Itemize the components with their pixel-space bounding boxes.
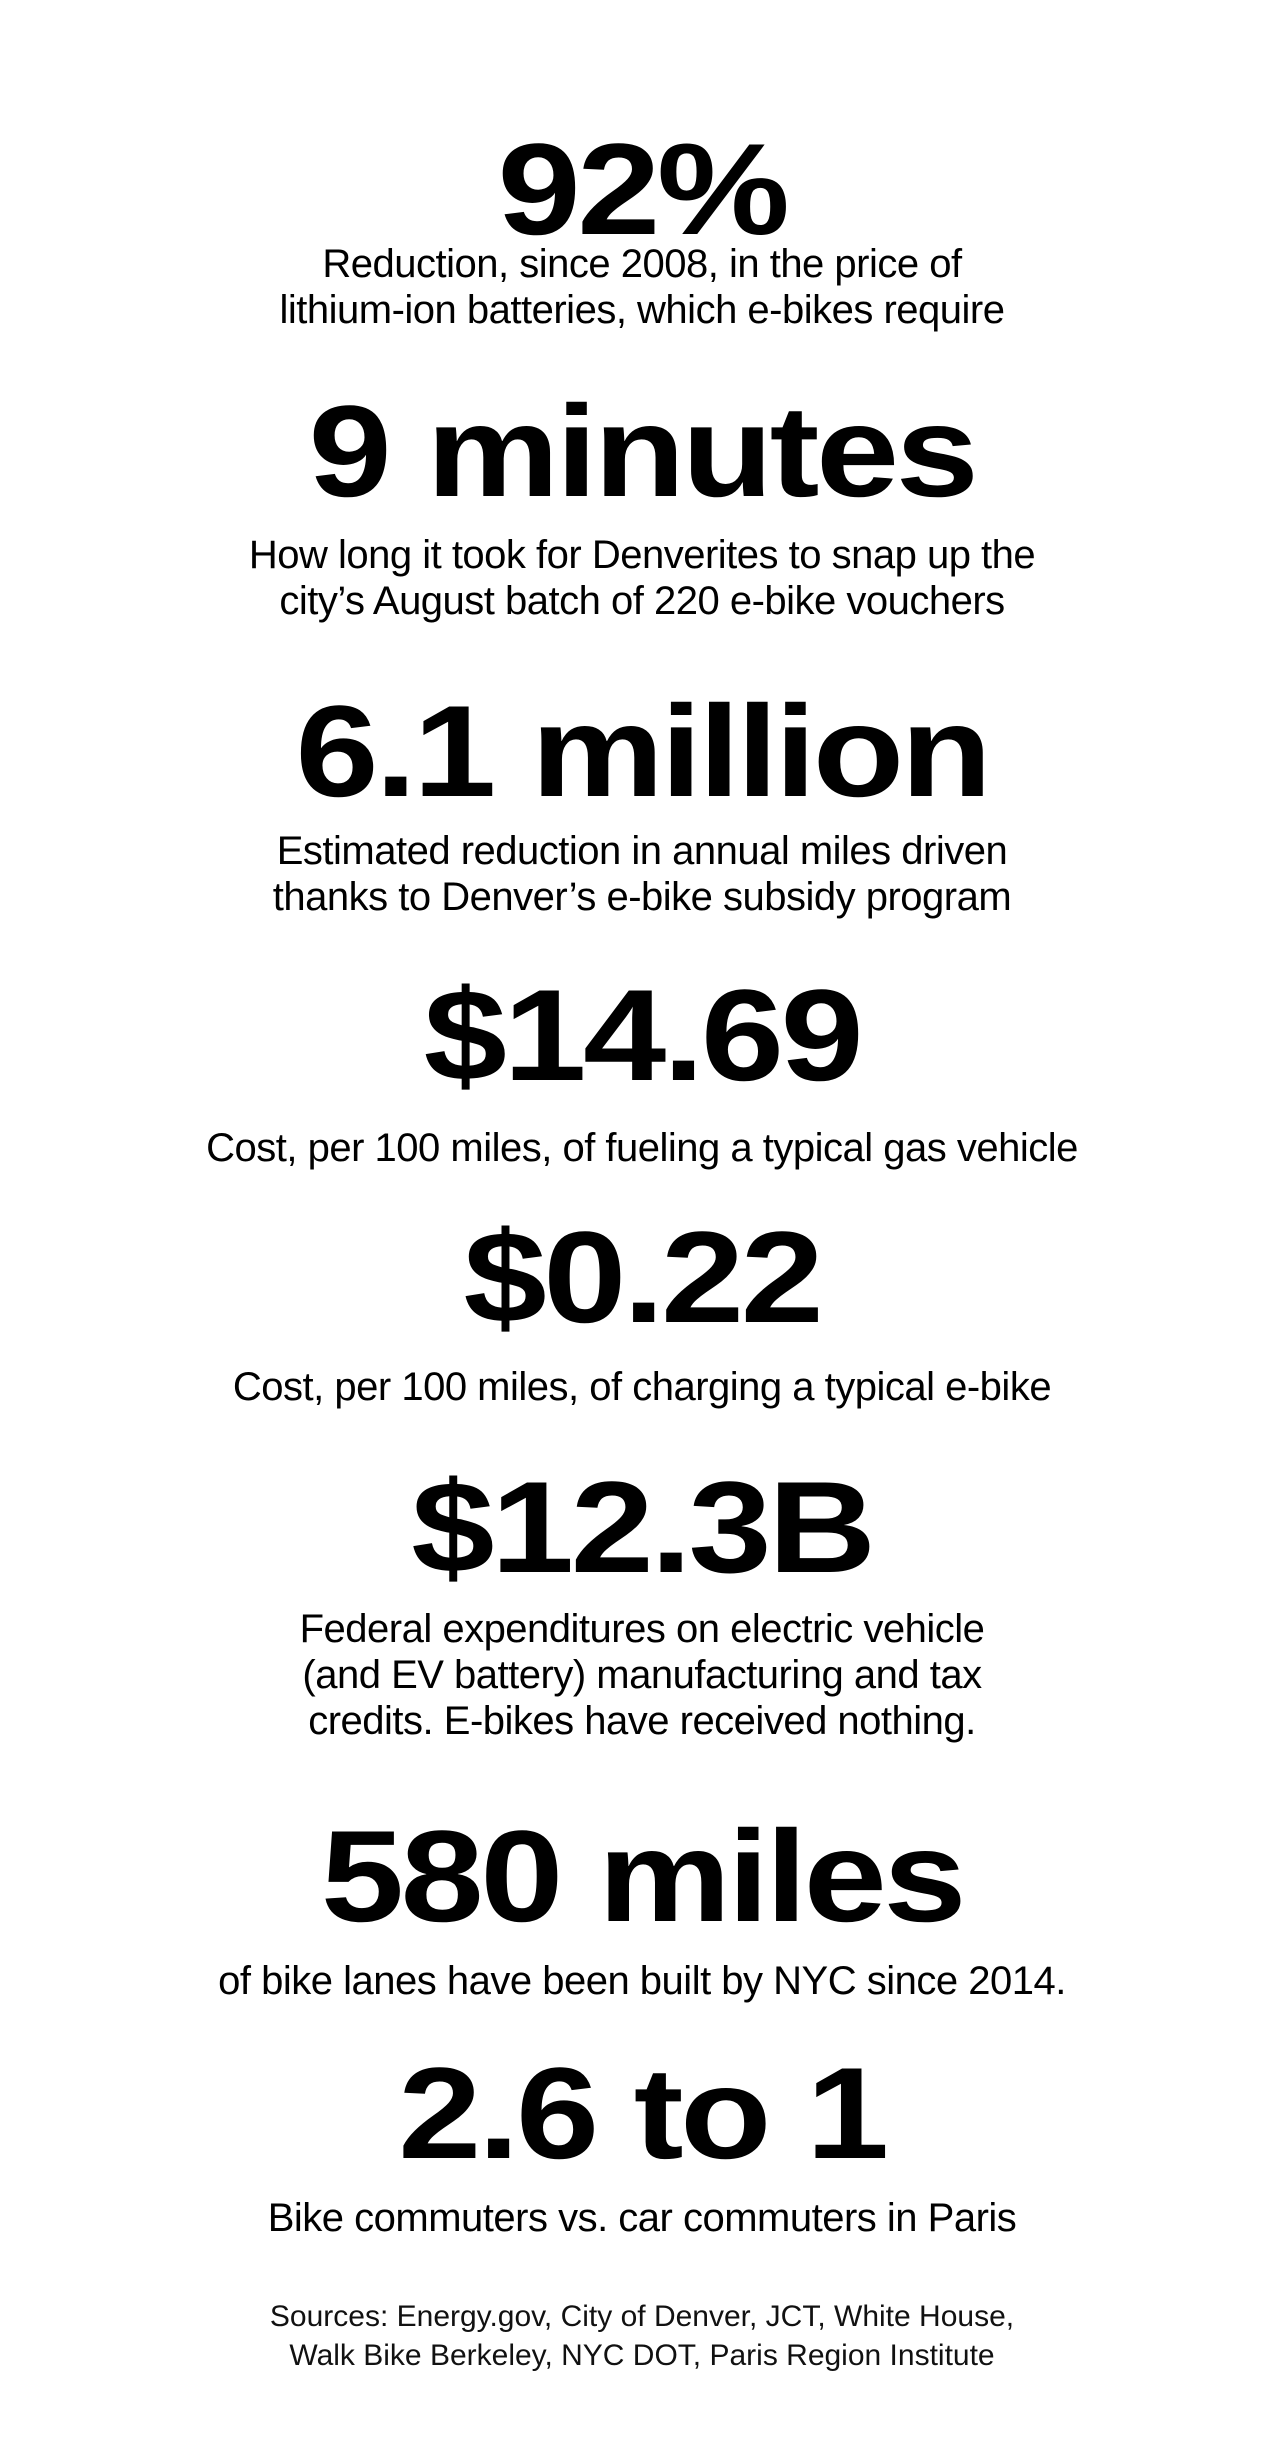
description-line: Federal expenditures on electric vehicle — [299, 1607, 985, 1651]
stat-figure-battery-price: 92% — [497, 116, 790, 262]
stat-description-bike-lanes: of bike lanes have been built by NYC sin… — [0, 1958, 1284, 2004]
stat-description-voucher-time: How long it took for Denverites to snap … — [0, 532, 1284, 624]
description-line: Bike commuters vs. car commuters in Pari… — [267, 2196, 1017, 2240]
stat-description-paris-ratio: Bike commuters vs. car commuters in Pari… — [0, 2195, 1284, 2241]
stat-figure-gas-cost: $14.69 — [423, 962, 864, 1108]
description-line: Cost, per 100 miles, of charging a typic… — [232, 1365, 1052, 1409]
stat-figure-bike-lanes: 580 miles — [320, 1803, 967, 1949]
sources-line: Walk Bike Berkeley, NYC DOT, Paris Regio… — [289, 2339, 995, 2372]
stat-description-federal-expenditures: Federal expenditures on electric vehicle… — [0, 1606, 1284, 1744]
description-line: (and EV battery) manufacturing and tax — [302, 1653, 982, 1697]
description-line: How long it took for Denverites to snap … — [248, 533, 1036, 577]
stat-figure-federal-expenditures: $12.3B — [411, 1454, 876, 1600]
sources-line: Sources: Energy.gov, City of Denver, JCT… — [269, 2300, 1015, 2333]
description-line: credits. E-bikes have received nothing. — [308, 1699, 976, 1743]
sources-note: Sources: Energy.gov, City of Denver, JCT… — [0, 2297, 1284, 2375]
stat-description-ebike-cost: Cost, per 100 miles, of charging a typic… — [0, 1364, 1284, 1410]
stat-figure-paris-ratio: 2.6 to 1 — [398, 2040, 889, 2186]
description-line: Cost, per 100 miles, of fueling a typica… — [206, 1126, 1078, 1170]
stat-figure-miles-reduction: 6.1 million — [295, 678, 992, 824]
description-line: of bike lanes have been built by NYC sin… — [218, 1959, 1066, 2003]
stat-description-gas-cost: Cost, per 100 miles, of fueling a typica… — [0, 1125, 1284, 1171]
description-line: Estimated reduction in annual miles driv… — [276, 829, 1008, 873]
stat-description-battery-price: Reduction, since 2008, in the price of l… — [0, 241, 1284, 333]
description-line: lithium-ion batteries, which e-bikes req… — [279, 288, 1006, 332]
stat-figure-voucher-time: 9 minutes — [308, 378, 979, 524]
stat-description-miles-reduction: Estimated reduction in annual miles driv… — [0, 828, 1284, 920]
description-line: Reduction, since 2008, in the price of — [322, 242, 962, 286]
stat-figure-ebike-cost: $0.22 — [463, 1204, 824, 1350]
description-line: thanks to Denver’s e-bike subsidy progra… — [272, 875, 1012, 919]
description-line: city’s August batch of 220 e-bike vouche… — [279, 579, 1005, 623]
